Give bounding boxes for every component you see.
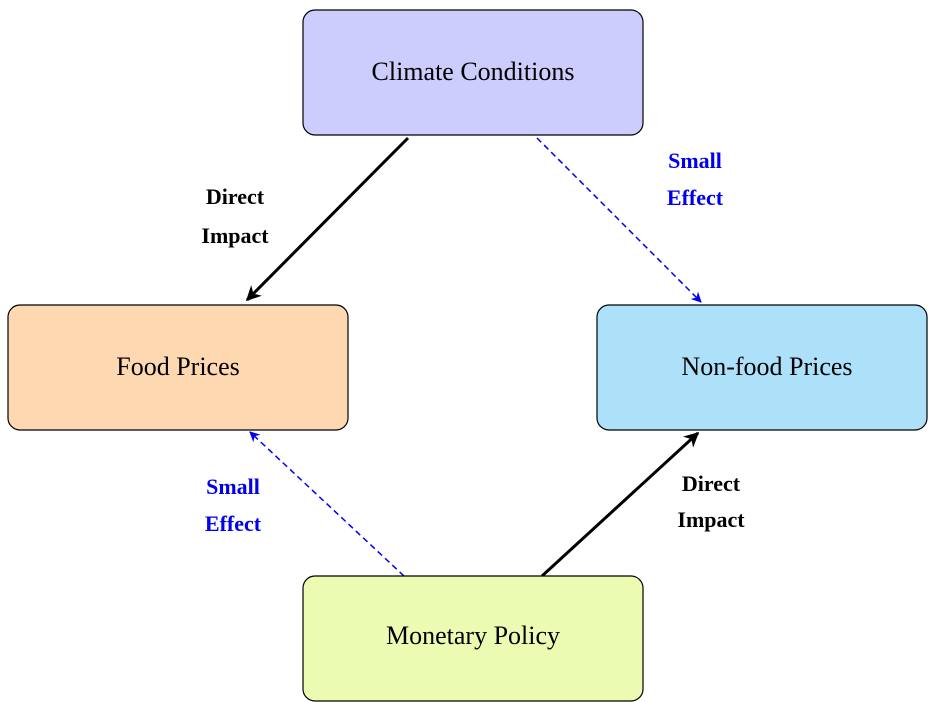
edge-label: Direct xyxy=(206,184,265,209)
edge-arrow xyxy=(540,431,700,578)
edge-label: Direct xyxy=(682,471,741,496)
node-label: Food Prices xyxy=(116,352,240,381)
edge-label: Effect xyxy=(667,185,724,210)
edge-label: Effect xyxy=(205,511,262,536)
edge-label: Impact xyxy=(677,507,745,532)
edge-arrow xyxy=(249,431,405,577)
edge-label: Small xyxy=(206,474,260,499)
node-box xyxy=(7,304,349,431)
node-label: Non-food Prices xyxy=(681,352,852,381)
edge-arrow xyxy=(245,136,410,302)
edge-arrow xyxy=(536,137,702,303)
node-label: Climate Conditions xyxy=(372,57,575,86)
edge-label: Small xyxy=(668,148,722,173)
node-box xyxy=(302,9,644,136)
node-box xyxy=(596,304,928,431)
node-label: Monetary Policy xyxy=(386,621,560,650)
node-box xyxy=(302,575,644,702)
edge-label: Impact xyxy=(201,223,269,248)
